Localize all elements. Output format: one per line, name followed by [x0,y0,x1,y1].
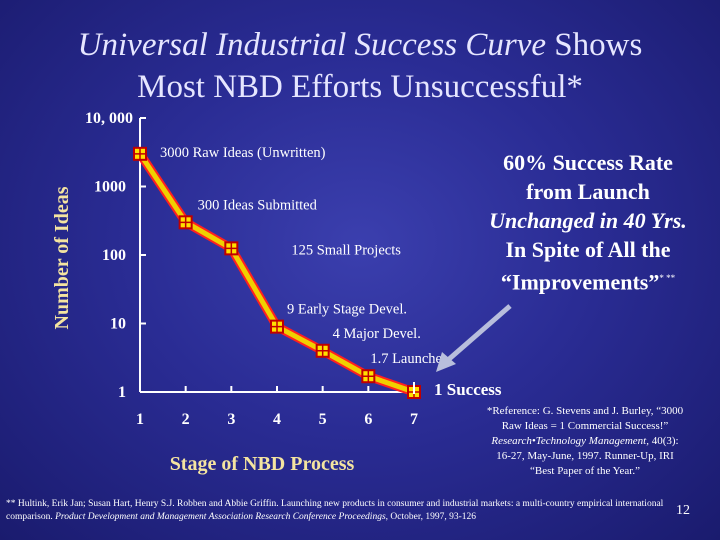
note-line-4: In Spite of All the [505,237,671,262]
ref-journal: Research•Technology Management, [491,435,649,447]
title-line-1: Universal Industrial Success Curve Shows [0,24,720,66]
slide-title: Universal Industrial Success Curve Shows… [0,24,720,108]
y-axis-title: Number of Ideas [51,186,73,329]
ref-line-4: 16-27, May-June, 1997. Runner-Up, IRI [496,450,674,462]
ref-line-1: *Reference: G. Stevens and J. Burley, “3… [486,405,684,417]
success-rate-note: 60% Success Rate from Launch Unchanged i… [468,148,708,296]
page-number: 12 [676,503,690,518]
x-tick-label: 3 [227,411,235,428]
data-label: 300 Ideas Submitted [198,197,318,213]
note-line-1: 60% Success Rate [503,150,673,175]
ref-line-5: “Best Paper of the Year.” [530,465,640,477]
note-improvements: “Improvements” [500,269,660,295]
data-point-grid [362,370,375,383]
title-italic: Universal Industrial Success Curve [77,27,547,63]
data-label: 1 Success [434,380,502,399]
footnote-line-1: ** Hultink, Erik Jan; Susan Hart, Henry … [6,499,664,509]
y-tick-label: 10, 000 [85,110,133,127]
data-label: 1.7 Launches [370,351,448,367]
footnote-line-2: comparison. Product Development and Mana… [6,511,696,524]
data-point-grid [225,242,238,255]
x-tick-label: 5 [319,411,327,428]
footnote-journal: Product Development and Management Assoc… [55,512,386,522]
title-rest: Shows [546,27,643,63]
x-tick-label: 4 [273,411,281,428]
pointer-arrow-shaft [446,304,512,362]
note-line-3: Unchanged in 40 Yrs. [489,208,687,233]
note-marker: * ** [659,273,676,283]
ref-volume: 40(3): [648,435,679,447]
data-point-grid [179,216,192,229]
data-label: 125 Small Projects [291,242,401,258]
pointer-arrow-head [436,352,456,372]
data-label: 3000 Raw Ideas (Unwritten) [160,145,326,161]
title-line-2: Most NBD Efforts Unsuccessful* [137,69,583,105]
ref-line-2: Raw Ideas = 1 Commercial Success!” [501,420,669,432]
x-tick-label: 2 [182,411,190,428]
footnote-plain: comparison. [6,512,56,522]
y-tick-label: 100 [102,247,126,264]
note-line-5: “Improvements”* ** [468,264,708,296]
footnote: ** Hultink, Erik Jan; Susan Hart, Henry … [6,498,696,524]
data-label: 9 Early Stage Devel. [287,302,407,318]
y-tick-label: 1000 [94,179,126,196]
note-line-2: from Launch [526,179,650,204]
x-tick-label: 1 [136,411,144,428]
data-point-grid [316,344,329,357]
data-point-grid [271,320,283,333]
x-tick-label: 7 [410,411,418,428]
ref-line-3: Research•Technology Management, 40(3): [470,434,700,449]
y-tick-label: 1 [118,384,126,401]
data-label: 4 Major Devel. [333,326,421,342]
reference-note: *Reference: G. Stevens and J. Burley, “3… [470,404,700,479]
y-tick-label: 10 [110,316,126,333]
footnote-pages: , October, 1997, 93-126 [385,512,477,522]
x-axis-title: Stage of NBD Process [170,453,355,475]
data-point-grid [134,147,146,160]
x-tick-label: 6 [364,411,372,428]
